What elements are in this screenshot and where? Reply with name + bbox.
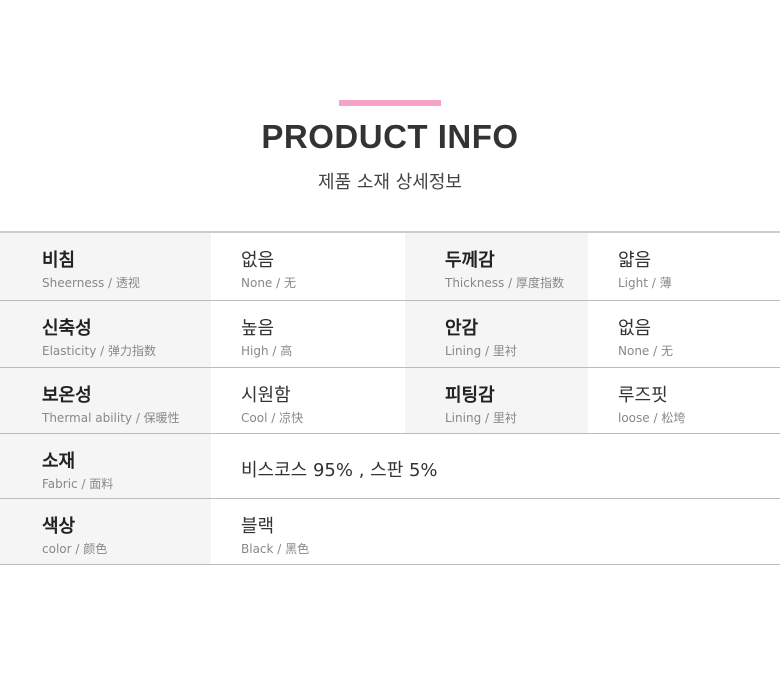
label-en: Lining / 里衬: [445, 344, 517, 358]
page-title: PRODUCT INFO: [261, 118, 519, 155]
fabric-row: 소재 Fabric / 面料 비스코스 95% , 스판 5%: [0, 434, 780, 499]
value-en: Black / 黑色: [241, 542, 310, 556]
table-row: 보온성 Thermal ability / 保暖性 시원함 Cool / 凉快 피팅…: [0, 368, 780, 434]
value-cell: 높음 High / 高: [211, 301, 405, 367]
label-ko: 안감: [445, 318, 479, 339]
value-cell: 시원함 Cool / 凉快: [211, 368, 405, 433]
value-cell: 블랙 Black / 黑色: [211, 499, 780, 564]
value-ko: 시원함: [241, 385, 291, 406]
value-en: Cool / 凉快: [241, 411, 304, 425]
label-ko: 보온성: [42, 385, 92, 406]
value-ko: 없음: [241, 250, 275, 271]
value-cell: 얇음 Light / 薄: [588, 233, 780, 300]
label-cell: 피팅감 Lining / 里衬: [405, 368, 588, 433]
label-cell: 두께감 Thickness / 厚度指数: [405, 233, 588, 300]
value-en: loose / 松垮: [618, 411, 686, 425]
value-en: Light / 薄: [618, 276, 672, 290]
label-en: Thermal ability / 保暖性: [42, 411, 180, 425]
value-cell: 루즈핏 loose / 松垮: [588, 368, 780, 433]
label-ko: 두께감: [445, 250, 495, 271]
accent-bar: [339, 100, 441, 106]
color-row: 색상 color / 颜色 블랙 Black / 黑色: [0, 499, 780, 565]
label-en: Lining / 里衬: [445, 411, 517, 425]
value-en: High / 高: [241, 344, 293, 358]
value-ko: 높음: [241, 318, 275, 339]
fabric-value: 비스코스 95% , 스판 5%: [241, 460, 438, 481]
label-ko: 피팅감: [445, 385, 495, 406]
label-cell: 안감 Lining / 里衬: [405, 301, 588, 367]
label-ko: 색상: [42, 516, 76, 537]
table-row: 비침 Sheerness / 透视 없음 None / 无 두께감 Thickness…: [0, 233, 780, 301]
product-info-table: 비침 Sheerness / 透视 없음 None / 无 두께감 Thickness…: [0, 231, 780, 565]
value-ko: 블랙: [241, 516, 275, 537]
label-cell: 비침 Sheerness / 透视: [0, 233, 211, 300]
value-ko: 없음: [618, 318, 652, 339]
label-cell: 보온성 Thermal ability / 保暖性: [0, 368, 211, 433]
value-ko: 루즈핏: [618, 385, 668, 406]
value-en: None / 无: [618, 344, 673, 358]
label-cell: 신축성 Elasticity / 弹力指数: [0, 301, 211, 367]
value-cell: 없음 None / 无: [211, 233, 405, 300]
label-en: Elasticity / 弹力指数: [42, 344, 156, 358]
value-en: None / 无: [241, 276, 296, 290]
page-subtitle: 제품 소재 상세정보: [318, 172, 462, 193]
value-cell: 없음 None / 无: [588, 301, 780, 367]
label-en: Thickness / 厚度指数: [445, 276, 564, 290]
label-cell: 소재 Fabric / 面料: [0, 434, 211, 498]
label-cell: 색상 color / 颜色: [0, 499, 211, 564]
label-en: Sheerness / 透视: [42, 276, 140, 290]
table-row: 신축성 Elasticity / 弹力指数 높음 High / 高 안감 Lining…: [0, 301, 780, 368]
label-en: Fabric / 面料: [42, 477, 114, 491]
label-ko: 신축성: [42, 318, 92, 339]
label-ko: 소재: [42, 451, 76, 472]
label-ko: 비침: [42, 250, 76, 271]
value-ko: 얇음: [618, 250, 652, 271]
label-en: color / 颜色: [42, 542, 108, 556]
